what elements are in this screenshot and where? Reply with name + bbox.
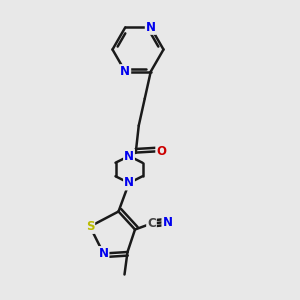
Text: S: S bbox=[86, 220, 94, 233]
Text: N: N bbox=[120, 65, 130, 78]
Text: N: N bbox=[98, 247, 109, 260]
Text: N: N bbox=[124, 176, 134, 190]
Text: C: C bbox=[147, 217, 156, 230]
Text: O: O bbox=[156, 145, 166, 158]
Text: N: N bbox=[162, 215, 172, 229]
Text: N: N bbox=[124, 149, 134, 163]
Text: N: N bbox=[146, 21, 156, 34]
